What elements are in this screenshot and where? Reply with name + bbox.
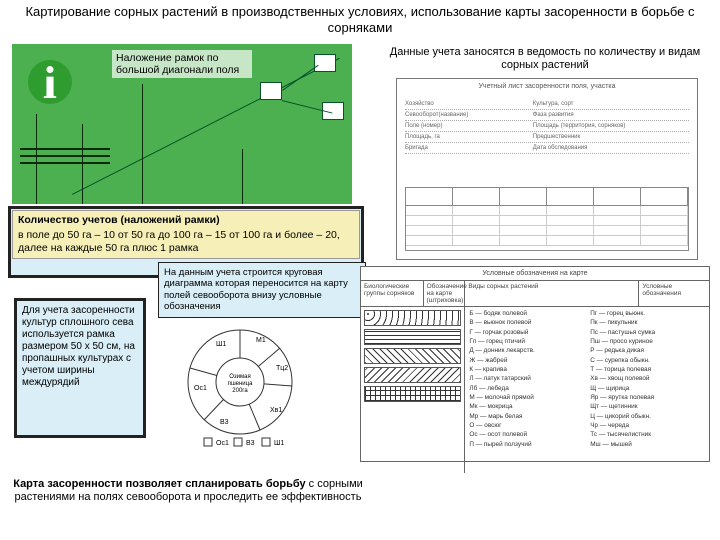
species-item: Р — редька дикая: [590, 347, 705, 355]
species-item: Пс — пастушья сумка: [590, 329, 705, 337]
bottom-note: Карта засоренности позволяет спланироват…: [8, 478, 368, 504]
ledger-header: Учетный лист засоренности поля, участка: [397, 83, 697, 90]
svg-text:200га: 200га: [232, 388, 248, 394]
species-item: С — сурепка обыкн.: [590, 357, 705, 365]
legend-title: Условные обозначения на карте: [361, 267, 709, 281]
species-item: Гп — горец птичий: [469, 338, 584, 346]
svg-text:пшеница: пшеница: [228, 381, 254, 387]
svg-text:Ш1: Ш1: [216, 341, 226, 348]
pie-center-label: Озимая: [229, 374, 250, 380]
species-item: Ц — цикорий обыкн.: [590, 413, 705, 421]
page-root: Картирование сорных растений в производс…: [0, 0, 720, 540]
species-item: Ос — осот полевой: [469, 431, 584, 439]
frame-note-text: Для учета засоренности культур сплошного…: [17, 301, 143, 435]
species-item: Хв — хвощ полевой: [590, 375, 705, 383]
species-item: Мр — марь белая: [469, 413, 584, 421]
ledger-meta-rows: ХозяйствоКультура, сорт Севооборот(назва…: [405, 99, 689, 154]
legend-body: Б — бодяк полевойВ — вьюнок полевой Г — г…: [361, 307, 709, 473]
species-item: Чр — череда: [590, 422, 705, 430]
legend-swatches: [361, 307, 465, 473]
page-title: Картирование сорных растений в производс…: [0, 2, 720, 37]
species-item: Мш — мышей: [590, 441, 705, 449]
species-item: Т — торица полевая: [590, 366, 705, 374]
frame-note-box: Для учета засоренности культур сплошного…: [14, 298, 146, 438]
count-box: Количество учетов (наложений рамки) в по…: [12, 210, 360, 259]
legend-table: Условные обозначения на карте Биологичес…: [360, 266, 710, 462]
species-item: Б — бодяк полевой: [469, 310, 584, 318]
vertical-stems: [12, 44, 352, 204]
ledger-row: Площадь, гаПредшественник: [405, 132, 689, 143]
swatch-horiz: [364, 329, 461, 345]
ledger-row: Севооборот(название)Фаза развития: [405, 110, 689, 121]
species-item: Тс — тысячелистник: [590, 431, 705, 439]
svg-text:Ос1: Ос1: [216, 440, 229, 447]
svg-text:Ос1: Ос1: [194, 385, 207, 392]
species-item: Г — горчак розовый: [469, 329, 584, 337]
species-item: Щт — щетинник: [590, 403, 705, 411]
species-item: Яр — ярутка полевая: [590, 394, 705, 402]
species-item: Д — донник лекарств.: [469, 347, 584, 355]
bottom-note-bold: Карта засоренности позволяет спланироват…: [13, 478, 305, 490]
legend-species: Б — бодяк полевойВ — вьюнок полевой Г — г…: [465, 307, 709, 473]
species-item: М — молочай прямой: [469, 394, 584, 402]
species-item: Л — латук татарский: [469, 375, 584, 383]
species-item: Пг — горец вьюнк.: [590, 310, 705, 318]
species-item: В — вьюнок полевой: [469, 319, 584, 327]
species-item: П — пырей ползучий: [469, 441, 584, 449]
swatch-cross: [364, 386, 461, 402]
legend-column-headers: Биологические группы сорняков Обозначени…: [361, 281, 709, 307]
species-item: Ж — жабрей: [469, 357, 584, 365]
svg-text:Тц2: Тц2: [276, 365, 288, 372]
pie-diagram: Озимая пшеница 200га М1 Тц2 Хв1 В3 Ос1 Ш…: [160, 320, 320, 460]
ledger-row: ХозяйствоКультура, сорт: [405, 99, 689, 110]
species-item: О — овсюг: [469, 422, 584, 430]
diagram-note: На данным учета строится круговая диагра…: [158, 262, 366, 318]
svg-text:М1: М1: [256, 337, 266, 344]
ledger-row: БригадаДата обследования: [405, 143, 689, 154]
ledger-table: [405, 187, 689, 251]
species-item: Пк — пикульник: [590, 319, 705, 327]
swatch-diag: [364, 348, 461, 364]
svg-text:В3: В3: [220, 419, 229, 426]
species-item: Лб — лебеда: [469, 385, 584, 393]
species-item: Пш — просо куриное: [590, 338, 705, 346]
ledger-form: Учетный лист засоренности поля, участка …: [396, 78, 698, 260]
swatch-dots: [364, 310, 461, 326]
field-diagram: Наложение рамок по большой диагонали пол…: [12, 44, 352, 204]
svg-text:Хв1: Хв1: [270, 407, 282, 414]
species-item: К — крапива: [469, 366, 584, 374]
svg-text:В3: В3: [246, 440, 255, 447]
species-item: Щ — щирица: [590, 385, 705, 393]
swatch-hatch: [364, 367, 461, 383]
count-body: в поле до 50 га – 10 от 50 га до 100 га …: [18, 229, 354, 255]
count-header: Количество учетов (наложений рамки): [18, 214, 220, 226]
species-item: Мк — мокрица: [469, 403, 584, 411]
svg-text:Ш1: Ш1: [274, 440, 284, 447]
ledger-row: Поле (номер)Площадь (территория, сорняко…: [405, 121, 689, 132]
ledger-title: Данные учета заносятся в ведомость по ко…: [376, 46, 714, 72]
